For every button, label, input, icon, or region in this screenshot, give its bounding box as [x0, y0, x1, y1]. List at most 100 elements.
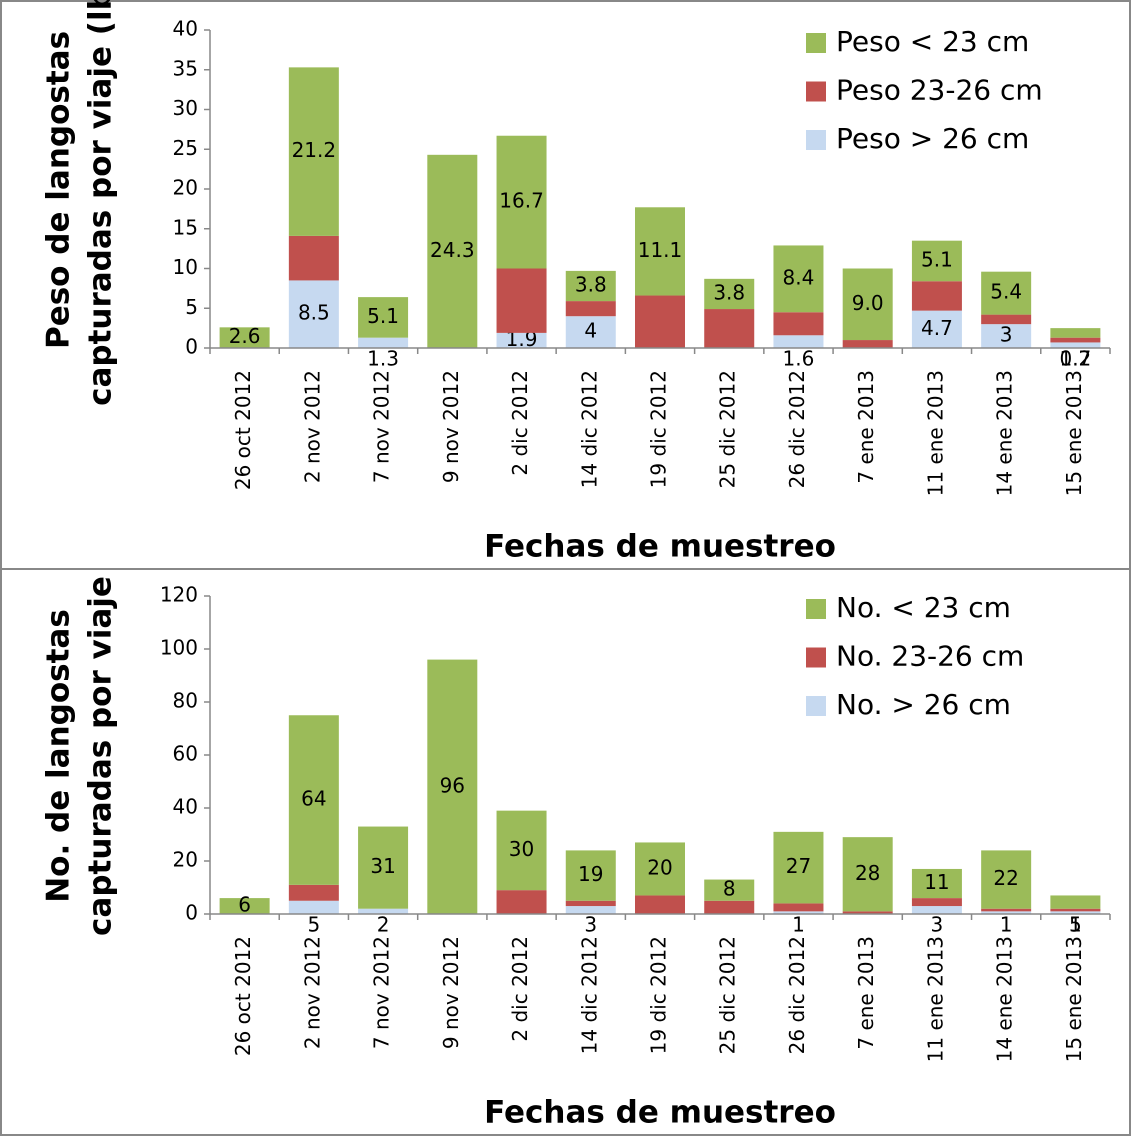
y-tick-label: 30: [173, 96, 198, 120]
bar-segment: [565, 906, 616, 914]
data-label: 0.7: [1059, 347, 1091, 371]
data-label: 2: [377, 913, 390, 937]
data-label: 1.3: [367, 347, 399, 371]
bar-segment: [358, 297, 409, 338]
legend-label: No. > 26 cm: [836, 688, 1011, 721]
legend-label: No. < 23 cm: [836, 591, 1011, 624]
x-tick-label: 2 dic 2012: [508, 370, 532, 476]
data-label: 5.4: [990, 280, 1022, 304]
x-axis-title: Fechas de muestreo: [484, 529, 836, 565]
x-axis-title: Fechas de muestreo: [484, 1095, 836, 1131]
data-label: 1.6: [783, 347, 815, 371]
bar-segment: [496, 135, 547, 269]
y-tick-label: 25: [173, 136, 198, 160]
bar-segment: [981, 911, 1032, 914]
y-tick-label: 35: [173, 56, 198, 80]
legend-swatch: [806, 130, 826, 150]
x-tick-label: 11 ene 2013: [923, 936, 947, 1062]
x-tick-label: 26 dic 2012: [785, 936, 809, 1054]
bar-segment: [911, 906, 962, 914]
legend-swatch: [806, 599, 826, 619]
x-tick-label: 2 dic 2012: [508, 936, 532, 1042]
legend-label: No. 23-26 cm: [836, 640, 1024, 673]
bar-segment: [911, 310, 962, 348]
data-label: 11.1: [638, 238, 683, 262]
bar-segment: [427, 154, 478, 348]
data-label: 31: [370, 854, 395, 878]
data-label: 8.4: [783, 265, 815, 289]
bar-segment: [773, 903, 824, 912]
x-tick-label: 19 dic 2012: [647, 370, 671, 488]
bar-segment: [981, 271, 1032, 315]
y-axis-title: Peso de langostas: [41, 31, 77, 349]
bar-segment: [1050, 337, 1101, 343]
data-label: 3: [931, 913, 944, 937]
bar-segment: [773, 335, 824, 348]
x-tick-label: 14 dic 2012: [577, 936, 601, 1054]
data-label: 3: [1000, 323, 1013, 347]
data-label: 1: [1069, 913, 1082, 937]
data-label: 3.8: [713, 280, 745, 304]
x-tick-label: 25 dic 2012: [716, 370, 740, 488]
y-axis-title: No. de langostas: [41, 609, 77, 903]
data-label: 1: [1000, 913, 1013, 937]
data-label: 30: [509, 837, 534, 861]
x-tick-label: 26 oct 2012: [231, 370, 255, 490]
y-tick-label: 5: [185, 295, 198, 319]
bar-segment: [219, 327, 270, 348]
data-label: 96: [440, 773, 465, 797]
bar-segment: [704, 879, 755, 901]
bar-segment: [288, 715, 339, 885]
bar-segment: [565, 270, 616, 302]
bar-segment: [496, 268, 547, 333]
data-label: 3: [584, 913, 597, 937]
legend-swatch: [806, 696, 826, 716]
y-tick-label: 60: [173, 742, 198, 766]
bar-segment: [842, 911, 893, 914]
y-tick-label: 0: [185, 901, 198, 925]
bar-segment: [635, 895, 685, 914]
x-tick-label: 9 nov 2012: [439, 370, 463, 483]
data-label: 2.6: [229, 324, 261, 348]
bar-segment: [565, 850, 616, 901]
bar-segment: [1050, 328, 1101, 338]
data-label: 22: [993, 866, 1018, 890]
x-tick-label: 7 nov 2012: [370, 370, 394, 483]
data-label: 64: [301, 787, 326, 811]
legend-label: Peso 23-26 cm: [836, 74, 1043, 107]
x-tick-label: 14 ene 2013: [993, 370, 1017, 496]
data-label: 5.1: [367, 304, 399, 328]
x-tick-label: 19 dic 2012: [647, 936, 671, 1054]
bar-segment: [704, 278, 755, 310]
y-tick-label: 120: [160, 583, 198, 607]
bar-segment: [635, 842, 685, 896]
bar-segment: [704, 309, 755, 348]
bar-segment: [496, 810, 547, 891]
data-label: 8.5: [298, 301, 330, 325]
data-label: 11: [924, 870, 949, 894]
data-label: 19: [578, 862, 603, 886]
legend-label: Peso < 23 cm: [836, 25, 1029, 58]
bar-segment: [565, 301, 616, 317]
bar-segment: [842, 837, 893, 912]
y-tick-label: 20: [173, 176, 198, 200]
data-label: 1: [792, 913, 805, 937]
bar-segment: [773, 312, 824, 336]
bar-segment: [496, 332, 547, 348]
y-tick-label: 20: [173, 848, 198, 872]
y-axis-title: capturadas por viaje: [83, 576, 119, 936]
bar-segment: [635, 295, 685, 348]
bar-segment: [911, 868, 962, 899]
x-tick-label: 14 ene 2013: [993, 936, 1017, 1062]
bar-segment: [288, 67, 339, 236]
data-label: 3.8: [575, 272, 607, 296]
bar-segment: [981, 314, 1032, 325]
y-tick-label: 80: [173, 689, 198, 713]
data-label: 5.1: [921, 247, 953, 271]
legend-swatch: [806, 81, 826, 102]
bar-segment: [842, 268, 893, 341]
bar-segment: [981, 908, 1032, 912]
bar-segment: [1050, 908, 1101, 912]
legend-label: Peso > 26 cm: [836, 122, 1029, 155]
